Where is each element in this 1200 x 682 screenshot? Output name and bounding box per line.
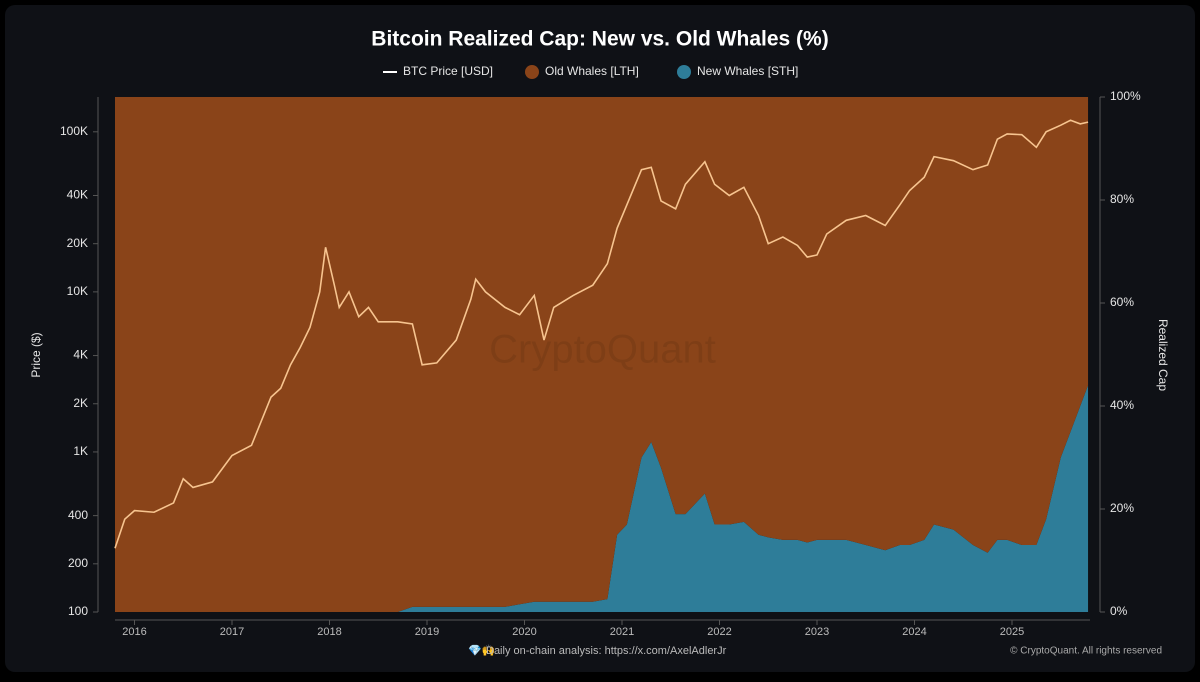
x-tick-label: 2021 xyxy=(610,626,634,638)
credit: © CryptoQuant. All rights reserved xyxy=(1010,646,1162,657)
price-line xyxy=(114,119,1089,549)
legend-label: New Whales [STH] xyxy=(697,64,798,78)
legend-label: BTC Price [USD] xyxy=(403,64,493,78)
y-tick-label: 20K xyxy=(67,236,88,250)
y2-tick-label: 100% xyxy=(1110,89,1141,103)
x-tick-label: 2022 xyxy=(707,626,731,638)
x-tick-label: 2025 xyxy=(1000,626,1024,638)
y2-tick-label: 40% xyxy=(1110,398,1134,412)
y-tick-label: 4K xyxy=(73,348,88,362)
x-tick-label: 2016 xyxy=(122,626,146,638)
x-tick-label: 2019 xyxy=(415,626,439,638)
legend: BTC Price [USD] Old Whales [LTH] New Whale… xyxy=(383,64,798,79)
y-axis-label: Price ($) xyxy=(29,332,43,377)
y-tick-label: 100 xyxy=(68,604,88,618)
y-tick-label: 40K xyxy=(67,188,88,202)
y-tick-label: 200 xyxy=(68,556,88,570)
x-tick-label: 2018 xyxy=(317,626,341,638)
x-tick-label: 2023 xyxy=(805,626,829,638)
legend-label: Old Whales [LTH] xyxy=(545,64,639,78)
y-tick-label: 10K xyxy=(67,284,88,298)
x-tick-label: 2024 xyxy=(902,626,926,638)
y2-tick-label: 60% xyxy=(1110,295,1134,309)
x-tick-label: 2017 xyxy=(220,626,244,638)
footnote-icon: 💎🙌 xyxy=(468,644,495,657)
y2-tick-label: 80% xyxy=(1110,192,1134,206)
area xyxy=(115,97,1089,612)
x-tick-label: 2020 xyxy=(512,626,536,638)
chart-title: Bitcoin Realized Cap: New vs. Old Whales… xyxy=(371,28,828,51)
y2-tick-label: 20% xyxy=(1110,501,1134,515)
y-tick-label: 100K xyxy=(60,124,88,138)
legend-swatch xyxy=(525,65,539,79)
y2-tick-label: 0% xyxy=(1110,604,1128,618)
footnote: Daily on-chain analysis: https://x.com/A… xyxy=(486,645,727,657)
watermark: CryptoQuant xyxy=(489,328,716,372)
y-tick-label: 1K xyxy=(73,444,88,458)
y-tick-label: 400 xyxy=(68,508,88,522)
y2-axis-label: Realized Cap xyxy=(1156,319,1170,391)
y-tick-label: 2K xyxy=(73,396,88,410)
legend-swatch xyxy=(677,65,691,79)
area xyxy=(115,385,1089,612)
